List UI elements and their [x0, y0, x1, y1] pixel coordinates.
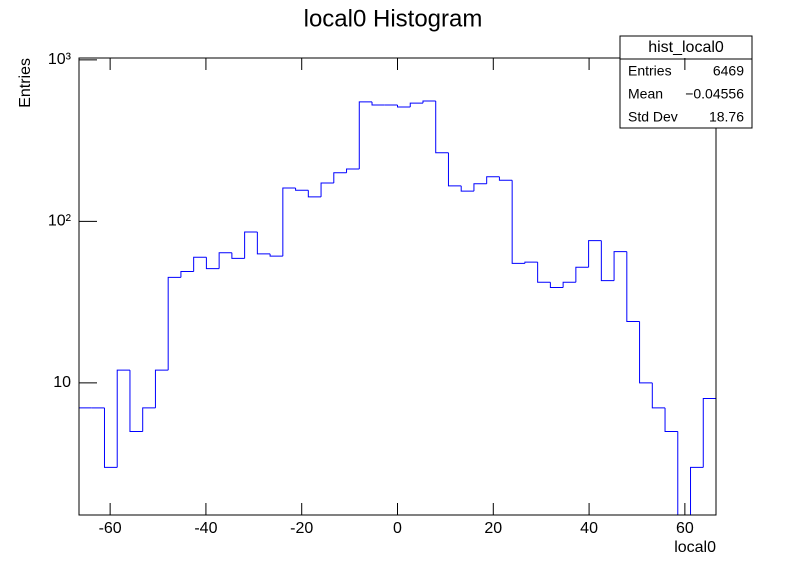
histogram-bin	[103, 407, 118, 468]
histogram-bin	[600, 240, 615, 282]
histogram-bin	[269, 253, 283, 257]
stats-box: hist_local0 Entries 6469 Mean −0.04556 S…	[619, 35, 753, 129]
histogram-bin	[282, 187, 296, 257]
x-tick-label: -40	[194, 520, 217, 537]
stats-value: 6469	[713, 63, 744, 79]
x-tick-label: 40	[580, 520, 598, 537]
histogram-bin	[205, 257, 220, 270]
histogram-bin	[346, 168, 360, 173]
x-tick-label: 20	[484, 520, 502, 537]
histogram-bin	[295, 188, 309, 191]
histogram-bin	[307, 190, 322, 198]
histogram-bin	[575, 266, 589, 283]
histogram-bin	[333, 172, 347, 183]
histogram-bin	[664, 407, 678, 432]
histogram-bin	[218, 252, 232, 269]
histogram-bin	[358, 101, 373, 170]
histogram-bin	[473, 183, 487, 192]
histogram-bin	[651, 382, 666, 409]
chart-title: local0 Histogram	[304, 5, 483, 32]
histogram-bin	[256, 231, 271, 255]
histogram-bin	[116, 369, 130, 468]
histogram-bin	[588, 240, 602, 268]
y-tick-label: 10²	[48, 213, 72, 230]
histogram-bin	[498, 176, 513, 181]
y-tick-label: 10³	[48, 51, 72, 68]
histogram-bin	[167, 276, 181, 371]
histogram-bin	[677, 431, 679, 515]
histogram-area	[79, 100, 716, 515]
histogram-bin	[626, 251, 640, 322]
histogram-bin	[320, 182, 334, 197]
histogram-bin	[79, 407, 92, 515]
histogram-bin	[193, 256, 207, 272]
histogram-bin	[447, 152, 462, 187]
y-axis-label: Entries	[17, 58, 34, 108]
histogram-bin	[231, 252, 245, 259]
histogram-bin	[613, 251, 627, 281]
histogram-bin	[409, 102, 423, 108]
x-tick-label: 60	[676, 520, 694, 537]
histogram-bin	[244, 231, 258, 259]
histogram-bin	[511, 180, 525, 264]
stats-title: hist_local0	[648, 39, 724, 56]
histogram-bin	[702, 398, 716, 515]
histogram-bin	[537, 262, 551, 283]
stats-key: Entries	[628, 63, 672, 79]
x-axis-label: local0	[674, 539, 716, 556]
histogram-bin	[180, 270, 194, 278]
x-tick-label: -20	[290, 520, 313, 537]
x-tick-label: 0	[393, 520, 402, 537]
histogram-bin	[397, 104, 411, 108]
histogram-bin	[690, 466, 704, 515]
stats-key: Std Dev	[628, 109, 678, 125]
histogram-bin	[435, 100, 449, 154]
y-tick-label: 10	[53, 374, 71, 391]
histogram-bin	[562, 281, 576, 288]
histogram-bin	[524, 261, 538, 264]
histogram-bin	[422, 100, 436, 104]
x-tick-label: -60	[99, 520, 122, 537]
stats-value: −0.04556	[685, 86, 744, 102]
histogram-bin	[549, 282, 564, 288]
histogram-bin	[142, 407, 156, 432]
histogram-bin	[154, 369, 169, 408]
stats-key: Mean	[628, 86, 663, 102]
histogram-bin	[639, 321, 653, 384]
histogram-bin	[129, 370, 143, 432]
histogram-bin	[486, 176, 500, 184]
histogram-bin	[460, 185, 474, 192]
stats-value: 18.76	[709, 109, 744, 125]
histogram-bin	[371, 101, 385, 106]
